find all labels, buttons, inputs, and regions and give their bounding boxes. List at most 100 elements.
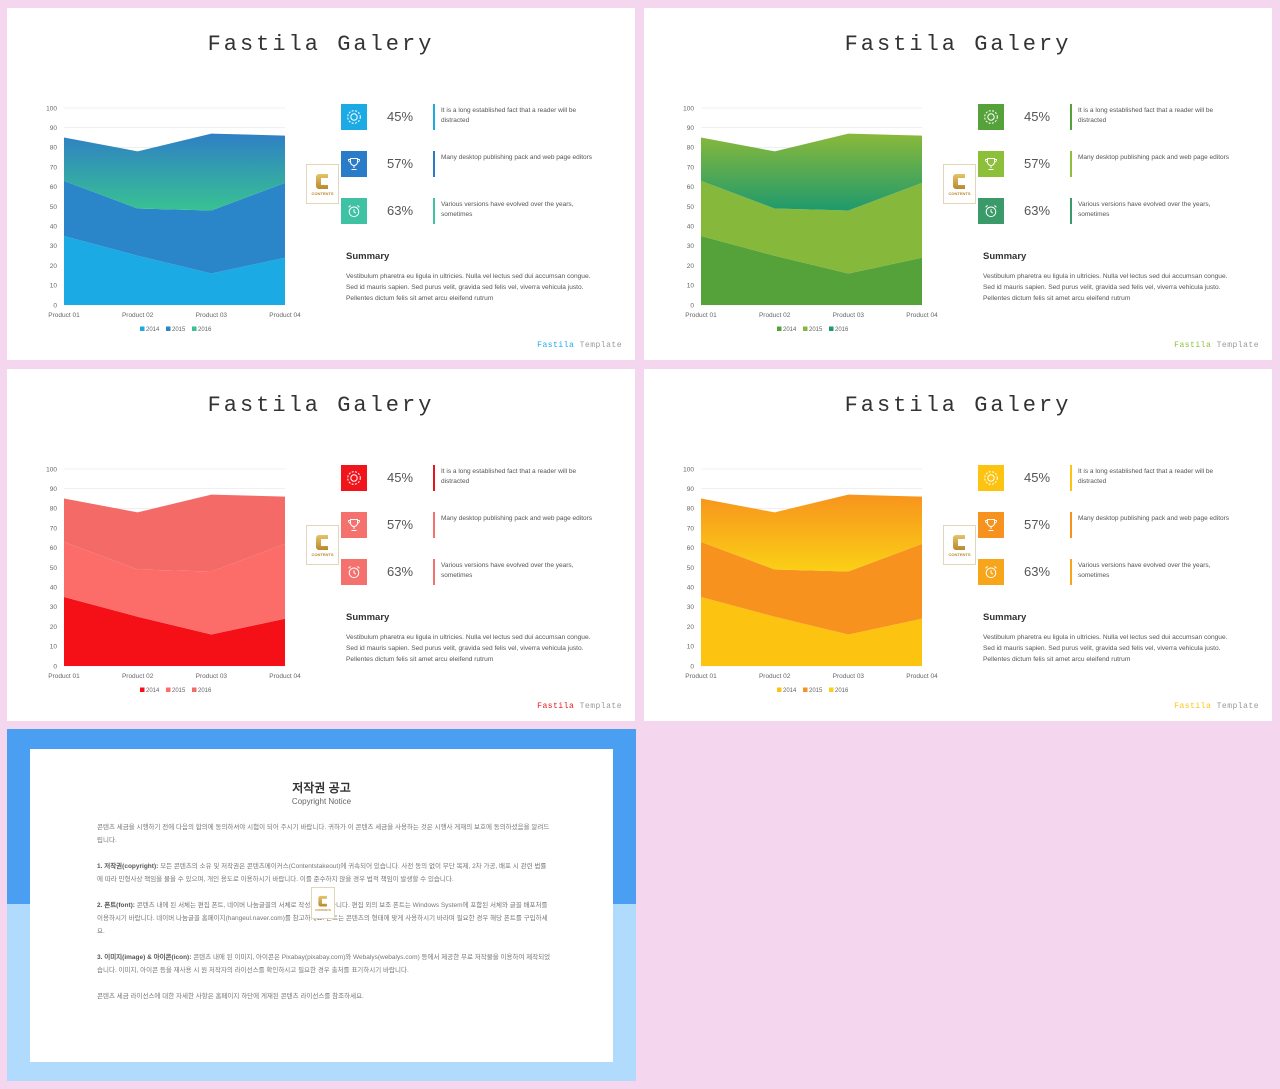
- legend-swatch-2014: [140, 326, 145, 331]
- stat-row: 63% Various versions have evolved over th…: [978, 559, 1268, 589]
- stat-row: 63% Various versions have evolved over th…: [341, 198, 631, 228]
- stat-accent-bar: [1070, 465, 1072, 491]
- x-tick-label: Product 03: [833, 673, 865, 680]
- legend-swatch-2016: [829, 687, 834, 692]
- stat-percent: 63%: [387, 564, 414, 579]
- y-tick-label: 30: [687, 243, 695, 250]
- svg-text:CONTENTS: CONTENTS: [312, 552, 334, 557]
- area-chart: 0 10 20 30 40 50 60 70 80 90 100 Product 01 Product …: [46, 466, 301, 694]
- x-tick-label: Product 03: [196, 312, 228, 319]
- stat-percent: 45%: [387, 470, 414, 485]
- area-series-2016: [64, 494, 285, 572]
- stat-row: 45% It is a long established fact that a …: [341, 104, 631, 134]
- summary-title: Summary: [983, 251, 1027, 262]
- stat-percent: 57%: [1024, 517, 1051, 532]
- stat-accent-bar: [433, 104, 435, 130]
- slide-title: Fastila Galery: [844, 32, 1072, 57]
- slide-red: Fastila Galery 0 10 20 30 40 50 60 70 80 90 100 Pro…: [7, 369, 635, 721]
- stat-accent-bar: [1070, 512, 1072, 538]
- y-tick-label: 20: [50, 624, 58, 631]
- stat-percent: 63%: [1024, 203, 1051, 218]
- area-chart: 0 10 20 30 40 50 60 70 80 90 100 Product 01 Product …: [683, 466, 938, 694]
- slide-green: Fastila Galery 0 10 20 30 40 50 60 70 80 90 100 Pro…: [644, 8, 1272, 360]
- area-series-2015: [701, 541, 922, 635]
- footer-template-label: Template: [579, 702, 622, 711]
- area-series-2014: [701, 597, 922, 666]
- section-label: 1. 저작권(copyright):: [97, 863, 159, 870]
- contents-logo: CONTENTS: [943, 525, 976, 565]
- stat-description: Many desktop publishing pack and web pag…: [441, 154, 593, 161]
- x-tick-label: Product 02: [122, 673, 154, 680]
- footer-template-label: Template: [579, 341, 622, 350]
- y-tick-label: 80: [50, 506, 58, 513]
- legend-swatch-2014: [777, 687, 782, 692]
- stat-description: Various versions have evolved over the y…: [1078, 201, 1211, 218]
- x-tick-label: Product 04: [906, 312, 938, 319]
- stat-accent-bar: [1070, 559, 1072, 585]
- stat-description: It is a long established fact that a rea…: [441, 468, 577, 485]
- slide-title: Fastila Galery: [207, 32, 435, 57]
- stat-row: 45% It is a long established fact that a …: [978, 104, 1268, 134]
- stat-percent: 57%: [387, 156, 414, 171]
- legend-label-2014: 2014: [783, 327, 797, 333]
- y-tick-label: 0: [690, 302, 694, 309]
- svg-text:CONTENTS: CONTENTS: [949, 191, 971, 196]
- summary-text: Vestibulum pharetra eu ligula in ultrici…: [983, 273, 1228, 302]
- copyright-title: 저작권 공고: [292, 781, 351, 795]
- summary-title: Summary: [346, 251, 390, 262]
- y-tick-label: 0: [53, 663, 57, 670]
- y-tick-label: 70: [50, 525, 58, 532]
- y-tick-label: 0: [53, 302, 57, 309]
- y-tick-label: 60: [687, 545, 695, 552]
- stat-percent: 45%: [1024, 109, 1051, 124]
- y-tick-label: 0: [690, 663, 694, 670]
- stat-accent-bar: [1070, 151, 1072, 177]
- stat-description: It is a long established fact that a rea…: [441, 107, 577, 124]
- footer-brand-name: Fastila: [537, 341, 575, 350]
- stat-description: Various versions have evolved over the y…: [441, 201, 574, 218]
- footer-brand: Fastila Template: [1174, 702, 1259, 711]
- svg-text:CONTENTS: CONTENTS: [315, 908, 331, 912]
- stat-accent-bar: [1070, 198, 1072, 224]
- y-tick-label: 20: [687, 263, 695, 270]
- stat-row: 63% Various versions have evolved over th…: [978, 198, 1268, 228]
- y-tick-label: 80: [687, 506, 695, 513]
- legend-swatch-2015: [166, 687, 171, 692]
- contents-logo: CONTENTS: [306, 525, 339, 565]
- legend-swatch-2016: [829, 326, 834, 331]
- copyright-subtitle: Copyright Notice: [291, 797, 352, 806]
- y-tick-label: 40: [50, 224, 58, 231]
- svg-text:CONTENTS: CONTENTS: [312, 191, 334, 196]
- y-tick-label: 90: [687, 125, 695, 132]
- svg-text:CONTENTS: CONTENTS: [949, 552, 971, 557]
- y-tick-label: 90: [50, 486, 58, 493]
- section-text: 콘텐츠 내에 된 이미지, 아이콘은 Pixabay(pixabay.com)와…: [97, 954, 551, 974]
- x-tick-label: Product 04: [269, 312, 301, 319]
- x-tick-label: Product 01: [685, 673, 717, 680]
- y-tick-label: 90: [50, 125, 58, 132]
- alarm-clock-icon: [341, 198, 367, 224]
- y-tick-label: 40: [687, 224, 695, 231]
- stat-row: 57% Many desktop publishing pack and web …: [978, 512, 1268, 542]
- footer-brand-name: Fastila: [537, 702, 575, 711]
- stat-accent-bar: [433, 151, 435, 177]
- section-label: 2. 폰트(font):: [97, 902, 135, 909]
- summary-text: Vestibulum pharetra eu ligula in ultrici…: [983, 634, 1228, 663]
- legend-label-2014: 2014: [146, 688, 160, 694]
- y-tick-label: 10: [50, 644, 58, 651]
- copyright-intro: 콘텐츠 세금을 시행하기 전에 다음의 합의에 동의하셔야 시험이 되어 주시기…: [97, 824, 550, 844]
- legend-swatch-2014: [140, 687, 145, 692]
- stat-percent: 63%: [1024, 564, 1051, 579]
- y-tick-label: 10: [687, 283, 695, 290]
- legend-label-2015: 2015: [809, 327, 823, 333]
- stat-percent: 63%: [387, 203, 414, 218]
- stat-description: Various versions have evolved over the y…: [441, 562, 574, 579]
- section-text: 모든 콘텐츠의 소유 및 저작권은 콘텐츠메이커스(Contentstakeou…: [97, 863, 547, 883]
- gear-sun-icon: [978, 104, 1004, 130]
- footer-template-label: Template: [1216, 341, 1259, 350]
- y-tick-label: 20: [687, 624, 695, 631]
- copyright-slide: 저작권 공고 Copyright Notice 콘텐츠 세금을 시행하기 전에 …: [7, 729, 636, 1081]
- y-tick-label: 10: [50, 283, 58, 290]
- section-label: 3. 이미지(image) & 아이콘(icon):: [97, 954, 192, 961]
- area-series-2016: [64, 133, 285, 211]
